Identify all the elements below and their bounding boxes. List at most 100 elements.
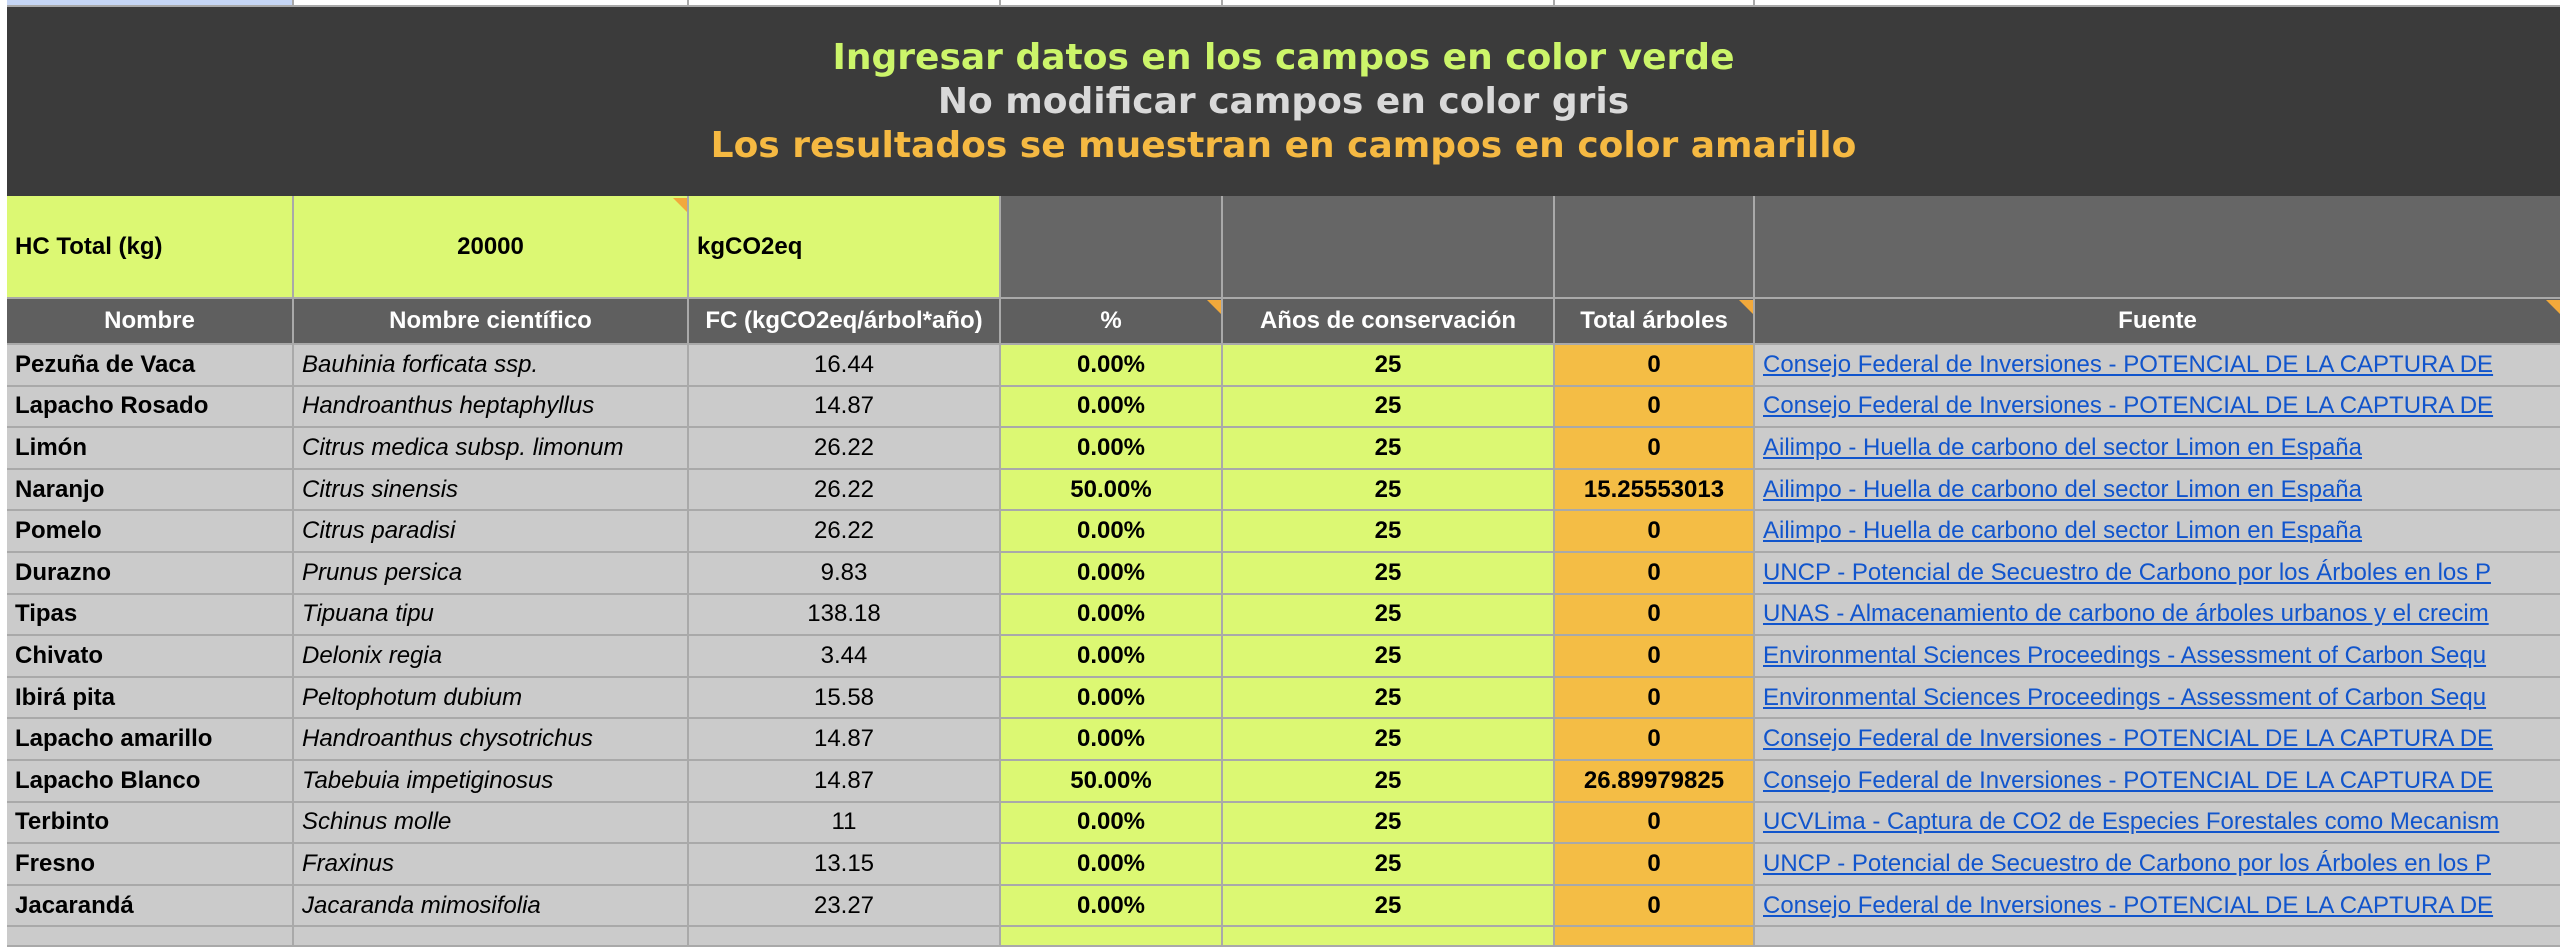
common-name[interactable]: Tipas [7,594,294,637]
percentage[interactable]: 50.00% [1001,761,1223,803]
cell[interactable] [1555,0,1755,7]
empty-cell[interactable] [1755,927,2560,947]
scientific-name[interactable]: Bauhinia forficata ssp. [294,345,689,387]
empty-cell[interactable] [1223,196,1555,299]
percentage[interactable]: 0.00% [1001,594,1223,637]
summary-unit[interactable]: kgCO2eq [689,196,1001,299]
percentage[interactable]: 0.00% [1001,345,1223,387]
common-name[interactable]: Naranjo [7,469,294,512]
column-header[interactable]: Años de conservación [1223,299,1555,345]
years[interactable]: 25 [1223,844,1555,886]
factor[interactable]: 15.58 [689,677,1001,720]
cell[interactable] [1223,0,1555,7]
empty-cell[interactable] [1555,196,1755,299]
column-header[interactable]: % [1001,299,1223,345]
summary-value[interactable]: 20000 [294,196,689,299]
total-trees[interactable]: 0 [1555,386,1755,429]
column-header[interactable]: Total árboles [1555,299,1755,345]
common-name[interactable]: Pomelo [7,511,294,553]
total-trees[interactable]: 0 [1555,885,1755,928]
scientific-name[interactable]: Schinus molle [294,802,689,845]
cell[interactable] [689,0,1001,7]
total-trees[interactable]: 0 [1555,719,1755,761]
factor[interactable]: 3.44 [689,636,1001,678]
cell[interactable] [294,0,689,7]
column-header[interactable]: Fuente [1755,299,2560,345]
source-link[interactable]: Consejo Federal de Inversiones - POTENCI… [1755,719,2560,761]
years[interactable]: 25 [1223,885,1555,928]
percentage[interactable]: 50.00% [1001,469,1223,512]
scientific-name[interactable]: Prunus persica [294,553,689,595]
empty-cell[interactable] [294,927,689,947]
factor[interactable]: 23.27 [689,885,1001,928]
scientific-name[interactable]: Jacaranda mimosifolia [294,885,689,928]
scientific-name[interactable]: Peltophotum dubium [294,677,689,720]
source-link[interactable]: Ailimpo - Huella de carbono del sector L… [1755,469,2560,512]
common-name[interactable]: Ibirá pita [7,677,294,720]
total-trees[interactable]: 26.89979825 [1555,761,1755,803]
scientific-name[interactable]: Citrus paradisi [294,511,689,553]
source-link[interactable]: Ailimpo - Huella de carbono del sector L… [1755,428,2560,470]
percentage[interactable]: 0.00% [1001,428,1223,470]
scientific-name[interactable]: Fraxinus [294,844,689,886]
empty-cell[interactable] [689,927,1001,947]
percentage[interactable]: 0.00% [1001,511,1223,553]
empty-cell[interactable] [1755,196,2560,299]
factor[interactable]: 26.22 [689,469,1001,512]
cell[interactable] [7,0,294,7]
empty-cell[interactable] [7,927,294,947]
years[interactable]: 25 [1223,345,1555,387]
column-header[interactable]: FC (kgCO2eq/árbol*año) [689,299,1001,345]
common-name[interactable]: Fresno [7,844,294,886]
common-name[interactable]: Lapacho Blanco [7,761,294,803]
years[interactable]: 25 [1223,677,1555,720]
years[interactable]: 25 [1223,386,1555,429]
source-link[interactable]: Consejo Federal de Inversiones - POTENCI… [1755,345,2560,387]
source-link[interactable]: Environmental Sciences Proceedings - Ass… [1755,636,2560,678]
factor[interactable]: 26.22 [689,511,1001,553]
total-trees[interactable]: 0 [1555,553,1755,595]
empty-cell[interactable] [1223,927,1555,947]
empty-cell[interactable] [1001,927,1223,947]
source-link[interactable]: Consejo Federal de Inversiones - POTENCI… [1755,386,2560,429]
scientific-name[interactable]: Citrus sinensis [294,469,689,512]
common-name[interactable]: Lapacho amarillo [7,719,294,761]
common-name[interactable]: Jacarandá [7,885,294,928]
empty-cell[interactable] [1555,927,1755,947]
factor[interactable]: 9.83 [689,553,1001,595]
source-link[interactable]: UNCP - Potencial de Secuestro de Carbono… [1755,844,2560,886]
scientific-name[interactable]: Tabebuia impetiginosus [294,761,689,803]
percentage[interactable]: 0.00% [1001,885,1223,928]
percentage[interactable]: 0.00% [1001,386,1223,429]
source-link[interactable]: Consejo Federal de Inversiones - POTENCI… [1755,885,2560,928]
cell[interactable] [1755,0,2560,7]
column-header[interactable]: Nombre científico [294,299,689,345]
source-link[interactable]: UCVLima - Captura de CO2 de Especies For… [1755,802,2560,845]
common-name[interactable]: Limón [7,428,294,470]
total-trees[interactable]: 0 [1555,802,1755,845]
source-link[interactable]: Consejo Federal de Inversiones - POTENCI… [1755,761,2560,803]
total-trees[interactable]: 15.25553013 [1555,469,1755,512]
factor[interactable]: 138.18 [689,594,1001,637]
cell[interactable] [1001,0,1223,7]
total-trees[interactable]: 0 [1555,844,1755,886]
scientific-name[interactable]: Delonix regia [294,636,689,678]
years[interactable]: 25 [1223,428,1555,470]
total-trees[interactable]: 0 [1555,511,1755,553]
scientific-name[interactable]: Tipuana tipu [294,594,689,637]
factor[interactable]: 11 [689,802,1001,845]
scientific-name[interactable]: Citrus medica subsp. limonum [294,428,689,470]
common-name[interactable]: Lapacho Rosado [7,386,294,429]
total-trees[interactable]: 0 [1555,594,1755,637]
total-trees[interactable]: 0 [1555,345,1755,387]
factor[interactable]: 26.22 [689,428,1001,470]
years[interactable]: 25 [1223,511,1555,553]
factor[interactable]: 13.15 [689,844,1001,886]
total-trees[interactable]: 0 [1555,636,1755,678]
years[interactable]: 25 [1223,761,1555,803]
common-name[interactable]: Durazno [7,553,294,595]
column-header[interactable]: Nombre [7,299,294,345]
percentage[interactable]: 0.00% [1001,636,1223,678]
common-name[interactable]: Chivato [7,636,294,678]
years[interactable]: 25 [1223,719,1555,761]
